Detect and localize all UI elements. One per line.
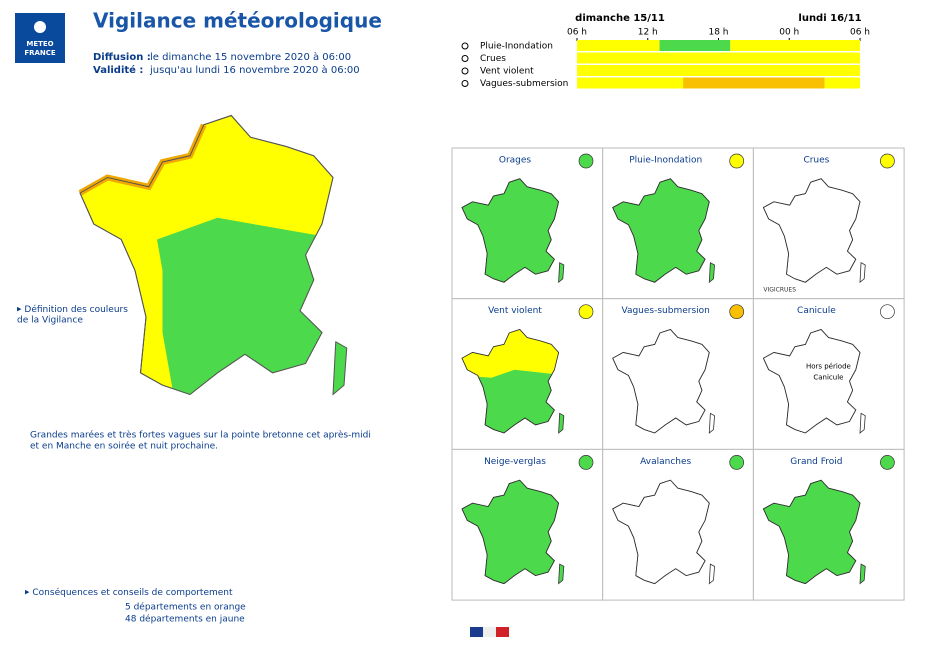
map-corsica — [860, 413, 865, 433]
panel-title: Vent violent — [488, 306, 542, 316]
outline — [80, 116, 333, 395]
map-corsica — [860, 564, 865, 584]
validite-label: Validité : — [93, 64, 143, 76]
panel-map — [462, 179, 564, 283]
map-corsica — [559, 263, 564, 283]
panel-title: Canicule — [797, 306, 836, 316]
panel-map — [763, 329, 865, 433]
panel-icon — [729, 304, 745, 320]
count: 5 départements en orange — [125, 602, 246, 613]
timeline-segment — [730, 40, 860, 51]
map-outline — [763, 179, 860, 283]
panel-title: Orages — [499, 156, 532, 166]
panel-label: VIGICRUES — [763, 287, 796, 294]
consequences-text[interactable]: Conséquences et conseils de comportement — [32, 587, 233, 598]
timeline-segment — [683, 77, 825, 89]
panel-map — [763, 480, 865, 583]
panel-text: Hors période — [806, 363, 851, 371]
row-label: Vagues-submersion — [480, 79, 568, 89]
map-outline — [462, 329, 559, 433]
hour-label: 06 h — [567, 28, 587, 38]
row-label: Pluie-Inondation — [480, 42, 553, 52]
corsica — [333, 342, 347, 395]
panel-map — [613, 329, 715, 433]
diffusion-value: le dimanche 15 novembre 2020 à 06:00 — [150, 51, 351, 63]
row-icon — [461, 80, 469, 87]
panel-map — [613, 480, 715, 583]
map-corsica — [860, 263, 865, 283]
panel-map — [462, 480, 564, 583]
flag — [483, 627, 496, 637]
count: 48 départements en jaune — [125, 614, 245, 625]
day-label: lundi 16/11 — [798, 13, 861, 24]
panel-icon — [880, 455, 895, 470]
map-corsica — [709, 564, 714, 584]
panel-map — [763, 179, 865, 283]
panel-icon — [578, 153, 594, 169]
panel-text: Canicule — [813, 374, 843, 382]
definition-text[interactable]: Définition des couleurs — [24, 304, 128, 315]
timeline-segment — [577, 52, 860, 64]
panel-icon — [729, 455, 745, 470]
map-outline — [613, 179, 710, 283]
logo-text: FRANCE — [24, 49, 56, 57]
panel-map — [613, 179, 715, 283]
logo-text: METEO — [26, 40, 53, 48]
row-label: Crues — [480, 54, 506, 64]
map-corsica — [709, 413, 714, 433]
map-outline — [763, 480, 860, 583]
panel-icon — [880, 153, 895, 169]
logo-mark — [34, 21, 46, 33]
panel-title: Vagues-submersion — [622, 306, 710, 316]
panel-icon — [578, 304, 594, 320]
panel-title: Avalanches — [640, 457, 691, 467]
map-outline — [763, 329, 860, 433]
flag — [470, 627, 483, 637]
map-corsica — [559, 564, 564, 584]
region-south — [157, 217, 333, 395]
row-label: Vent violent — [480, 67, 534, 77]
timeline-segment — [824, 77, 860, 89]
panel-title: Crues — [803, 156, 829, 166]
map-outline — [462, 480, 559, 583]
map-corsica — [559, 413, 564, 433]
hour-label: 18 h — [708, 28, 728, 38]
panel-title: Neige-verglas — [484, 457, 546, 467]
row-icon — [461, 67, 469, 75]
panel-icon — [729, 153, 745, 169]
main-map-shape — [80, 116, 355, 411]
validite-value: jusqu'au lundi 16 novembre 2020 à 06:00 — [149, 64, 360, 76]
diffusion-label: Diffusion : — [93, 52, 151, 63]
definition-link[interactable]: ▸ Définition des couleurs — [17, 304, 128, 315]
main-map — [80, 116, 355, 411]
consequences-link[interactable]: ▸ Conséquences et conseils de comporteme… — [25, 587, 233, 598]
note: Grandes marées et très fortes vagues sur… — [30, 430, 371, 441]
map-outline — [613, 329, 710, 433]
panel-icon — [880, 304, 895, 320]
definition-link[interactable]: de la Vigilance — [17, 316, 83, 326]
timeline-segment — [577, 40, 660, 51]
day-label: dimanche 15/11 — [575, 13, 665, 24]
hour-label: 00 h — [779, 28, 799, 38]
timeline-segment — [577, 77, 684, 89]
panel-title: Grand Froid — [790, 457, 842, 467]
map-outline — [462, 179, 559, 283]
row-icon — [461, 42, 469, 50]
timeline-segment — [659, 40, 731, 51]
panel-title: Pluie-Inondation — [629, 156, 702, 166]
hour-label: 06 h — [850, 28, 870, 38]
row-icon — [461, 55, 469, 62]
panel-icon — [578, 455, 594, 470]
map-outline — [613, 480, 710, 583]
map-corsica — [709, 263, 714, 283]
title: Vigilance météorologique — [93, 9, 382, 33]
timeline-segment — [577, 65, 860, 76]
hour-label: 12 h — [638, 28, 658, 38]
note: et en Manche en soirée et nuit prochaine… — [30, 441, 218, 452]
flag — [496, 627, 509, 637]
